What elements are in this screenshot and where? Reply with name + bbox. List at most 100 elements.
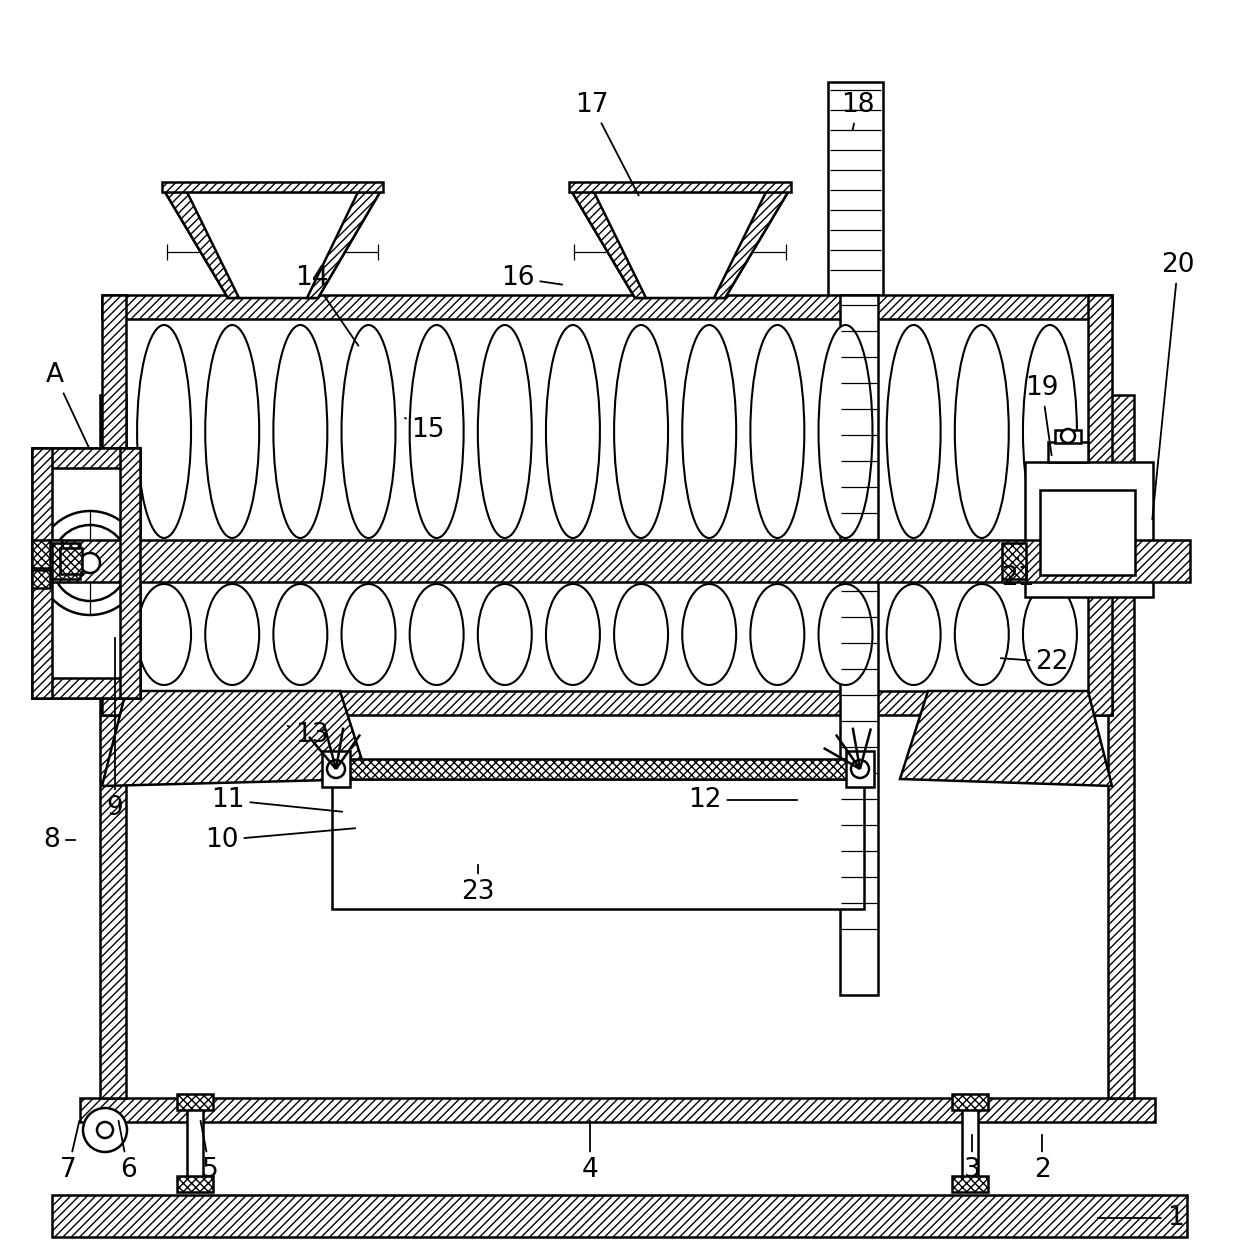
Text: 22: 22 [1001,649,1069,675]
Bar [952,1094,988,1109]
Bar [962,1098,978,1188]
Ellipse shape [206,584,259,685]
Text: 5: 5 [201,1121,218,1183]
Text: 1: 1 [1097,1206,1183,1231]
Text: 7: 7 [60,1121,79,1183]
Bar [177,1176,213,1192]
Text: 17: 17 [575,92,639,196]
Bar [32,678,140,698]
Text: 2: 2 [1034,1134,1050,1183]
Bar [569,182,791,192]
Polygon shape [714,192,787,298]
Bar [828,82,883,302]
Ellipse shape [341,584,396,685]
Bar [48,540,1190,582]
Bar [32,570,50,588]
Bar [100,396,126,1098]
Bar [60,548,82,574]
Ellipse shape [477,324,532,538]
Polygon shape [572,192,787,298]
Text: 12: 12 [688,787,797,812]
Bar [1109,396,1135,1098]
Bar [52,1196,1187,1237]
Ellipse shape [955,584,1009,685]
Ellipse shape [682,324,737,538]
Ellipse shape [887,584,941,685]
Ellipse shape [409,324,464,538]
Text: 18: 18 [841,92,874,130]
Bar [187,1098,203,1188]
Ellipse shape [750,324,805,538]
Polygon shape [572,192,646,298]
Text: 3: 3 [963,1134,981,1183]
Polygon shape [900,691,1112,786]
Circle shape [1061,429,1075,443]
Bar [1087,295,1112,715]
Text: 20: 20 [1152,252,1195,519]
Bar [322,751,350,787]
Bar [1040,490,1135,575]
Ellipse shape [138,584,191,685]
Bar [126,319,1087,691]
Circle shape [38,510,143,615]
Bar [102,295,1112,319]
Bar [332,779,864,909]
Text: 10: 10 [206,827,355,852]
Bar [162,182,383,192]
Bar [120,448,140,698]
Text: 9: 9 [107,638,123,821]
Bar [32,448,140,468]
Ellipse shape [750,584,805,685]
Polygon shape [165,192,239,298]
Text: 8: 8 [43,827,76,852]
Bar [952,1176,988,1192]
Text: 19: 19 [1025,374,1059,456]
Bar [1025,462,1153,597]
Polygon shape [102,691,368,786]
Ellipse shape [477,584,532,685]
Ellipse shape [818,324,873,538]
Text: 6: 6 [119,1121,136,1183]
Polygon shape [165,192,379,298]
Text: 15: 15 [405,417,445,443]
Ellipse shape [1023,584,1076,685]
Text: 13: 13 [288,723,329,748]
Ellipse shape [341,324,396,538]
Bar [102,691,1112,715]
Circle shape [327,760,345,778]
Bar [102,295,126,715]
Text: 11: 11 [211,787,342,812]
Ellipse shape [546,584,600,685]
Bar [32,540,50,568]
Ellipse shape [955,324,1009,538]
Ellipse shape [273,324,327,538]
Circle shape [97,1122,113,1138]
Ellipse shape [409,584,464,685]
Bar [1002,543,1025,579]
Bar [48,540,62,568]
Ellipse shape [614,324,668,538]
Ellipse shape [546,324,600,538]
Ellipse shape [682,584,737,685]
Bar [1048,442,1087,462]
Bar [839,295,878,995]
Bar [32,448,140,698]
Ellipse shape [1023,324,1076,538]
Polygon shape [308,192,379,298]
Circle shape [83,1108,126,1152]
Ellipse shape [818,584,873,685]
Text: 14: 14 [295,265,358,346]
Circle shape [52,525,128,602]
Ellipse shape [614,584,668,685]
Ellipse shape [887,324,941,538]
Ellipse shape [273,584,327,685]
Bar [1055,431,1081,443]
Bar [177,1094,213,1109]
Text: 16: 16 [501,265,562,291]
Circle shape [81,553,100,573]
Circle shape [851,760,869,778]
Text: 4: 4 [582,1121,599,1183]
Bar [81,1098,1154,1122]
Bar [846,751,874,787]
Text: A: A [46,362,89,448]
